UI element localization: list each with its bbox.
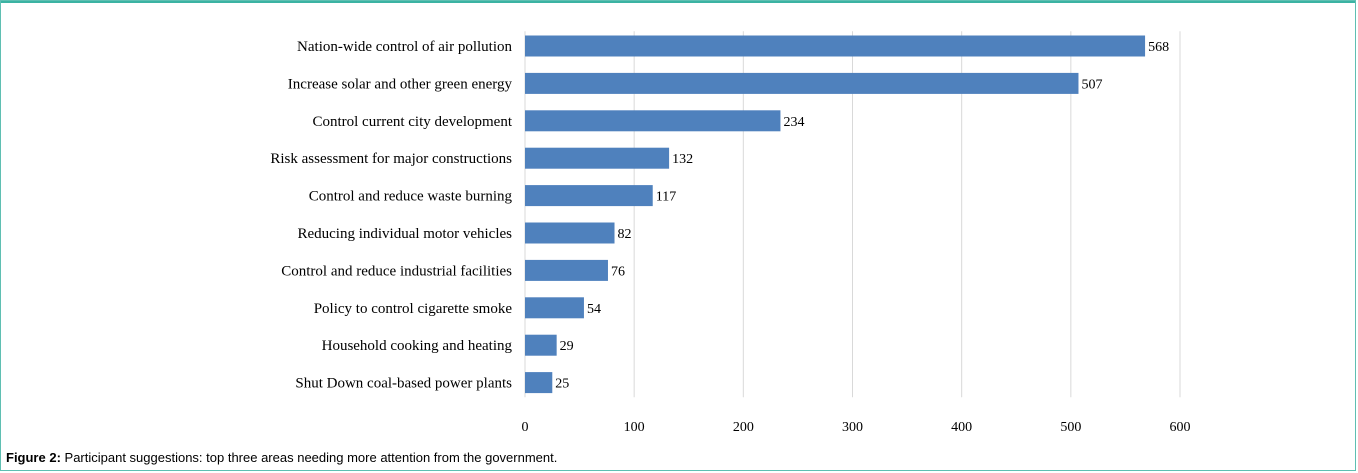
caption-text: Participant suggestions: top three areas…: [60, 450, 558, 465]
bar: [525, 110, 781, 132]
value-label: 568: [1148, 40, 1169, 55]
category-label: Risk assessment for major constructions: [270, 151, 512, 167]
value-label: 234: [783, 115, 804, 130]
x-tick-label: 0: [522, 420, 529, 435]
value-label: 507: [1081, 77, 1102, 92]
x-tick-label: 400: [951, 420, 972, 435]
bar: [525, 334, 557, 356]
bar: [525, 185, 653, 207]
category-label: Increase solar and other green energy: [288, 76, 513, 92]
value-labels: 568 507 234 132 117 82 76 54 29 25: [555, 40, 1169, 392]
category-label: Control and reduce waste burning: [309, 189, 513, 205]
category-label: Shut Down coal-based power plants: [295, 376, 512, 392]
x-tick-label: 200: [733, 420, 754, 435]
bar: [525, 147, 670, 169]
x-tick-label: 500: [1060, 420, 1081, 435]
x-tick-labels: 0 100 200 300 400 500 600: [522, 420, 1191, 435]
value-label: 82: [618, 227, 632, 242]
caption-lead: Figure 2:: [6, 450, 61, 465]
category-labels: Nation-wide control of air pollution Incr…: [270, 39, 512, 392]
figure-caption: Figure 2: Participant suggestions: top t…: [6, 450, 557, 465]
value-label: 76: [611, 264, 625, 279]
bar-chart: Nation-wide control of air pollution Incr…: [270, 31, 1191, 435]
bar: [525, 222, 615, 244]
category-label: Nation-wide control of air pollution: [297, 39, 512, 55]
value-label: 25: [555, 377, 569, 392]
bar: [525, 35, 1146, 57]
bar: [525, 297, 584, 319]
x-tick-label: 100: [624, 420, 645, 435]
x-tick-label: 300: [842, 420, 863, 435]
value-label: 132: [672, 152, 693, 167]
category-label: Control current city development: [312, 114, 512, 130]
bar: [525, 372, 553, 394]
category-label: Control and reduce industrial facilities: [281, 263, 512, 279]
x-tick-label: 600: [1170, 420, 1191, 435]
category-label: Reducing individual motor vehicles: [297, 226, 512, 242]
value-label: 117: [656, 190, 676, 205]
category-label: Policy to control cigarette smoke: [314, 301, 513, 317]
value-label: 29: [560, 339, 574, 354]
category-label: Household cooking and heating: [322, 338, 513, 354]
bar: [525, 72, 1079, 94]
value-label: 54: [587, 302, 601, 317]
bars: [525, 35, 1146, 394]
bar: [525, 259, 608, 281]
